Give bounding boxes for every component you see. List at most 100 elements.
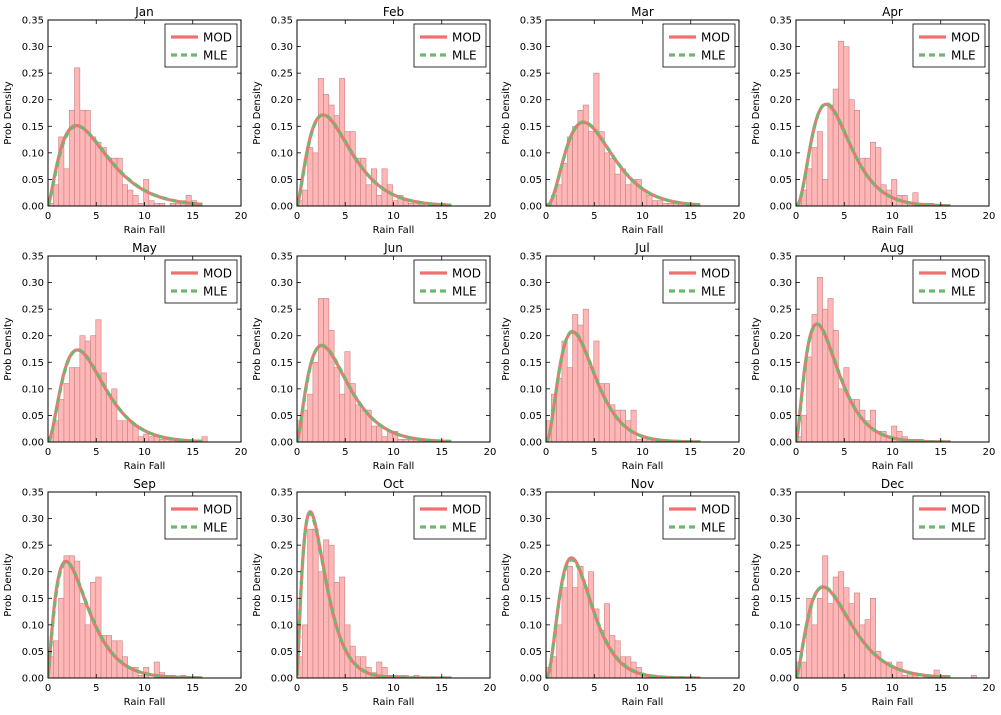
y-tick-label: 0.25 — [271, 305, 293, 316]
x-tick-label: 5 — [841, 211, 847, 222]
hist-bar — [90, 582, 97, 678]
x-tick-label: 15 — [684, 683, 697, 694]
x-tick-label: 10 — [387, 211, 400, 222]
hist-bar — [376, 195, 383, 206]
panel-title: Apr — [882, 5, 903, 19]
hist-bar — [806, 168, 813, 206]
x-tick-label: 10 — [886, 447, 899, 458]
mle-curve — [297, 113, 452, 206]
panel-title: Feb — [383, 5, 404, 19]
hist-bar — [838, 571, 845, 678]
hist-bar — [74, 67, 81, 206]
y-tick-label: 0.20 — [770, 331, 792, 342]
hist-bar — [838, 388, 845, 442]
legend-mod-label: MOD — [203, 31, 232, 45]
y-tick-label: 0.30 — [770, 278, 792, 289]
legend-mle-label: MLE — [452, 285, 477, 299]
histogram — [297, 298, 425, 442]
y-axis-label: Prob Density — [501, 553, 512, 616]
x-tick-label: 5 — [342, 683, 348, 694]
y-tick-label: 0.20 — [22, 95, 44, 106]
x-tick-label: 10 — [886, 683, 899, 694]
hist-bar — [561, 163, 568, 206]
legend-mod-label: MOD — [951, 267, 980, 281]
hist-bar — [811, 624, 818, 678]
hist-bar — [317, 78, 324, 206]
hist-bar — [588, 367, 595, 442]
y-tick-label: 0.20 — [271, 95, 293, 106]
y-tick-label: 0.05 — [770, 411, 792, 422]
x-tick-label: 0 — [543, 683, 549, 694]
legend-mle-label: MLE — [203, 285, 228, 299]
x-tick-label: 15 — [435, 447, 448, 458]
legend-mle-label: MLE — [951, 521, 976, 535]
y-tick-label: 0.00 — [22, 438, 44, 449]
hist-bar — [307, 393, 314, 442]
y-tick-label: 0.25 — [770, 541, 792, 552]
y-tick-label: 0.05 — [520, 175, 542, 186]
hist-bar — [657, 200, 664, 206]
y-tick-label: 0.05 — [271, 175, 293, 186]
hist-bar — [875, 147, 882, 206]
hist-bar — [148, 436, 155, 442]
y-tick-label: 0.05 — [22, 411, 44, 422]
y-tick-label: 0.10 — [520, 620, 542, 631]
y-tick-label: 0.20 — [520, 331, 542, 342]
x-tick-label: 5 — [93, 447, 99, 458]
hist-bar — [122, 184, 128, 206]
hist-bar — [864, 157, 871, 206]
hist-bar — [556, 624, 563, 678]
histogram — [48, 67, 203, 206]
x-tick-label: 0 — [543, 211, 549, 222]
y-tick-label: 0.35 — [271, 252, 293, 263]
legend-box — [662, 259, 736, 304]
x-tick-label: 0 — [793, 683, 799, 694]
legend: MOD MLE — [912, 495, 986, 540]
y-tick-label: 0.00 — [22, 674, 44, 685]
hist-bar — [106, 635, 112, 678]
panel-title: Aug — [881, 241, 904, 255]
legend-mle-label: MLE — [452, 49, 477, 63]
y-tick-label: 0.15 — [770, 122, 792, 133]
histogram — [796, 555, 977, 678]
x-tick-label: 0 — [294, 447, 300, 458]
y-tick-label: 0.30 — [271, 514, 293, 525]
y-tick-label: 0.10 — [271, 384, 293, 395]
y-tick-label: 0.25 — [770, 69, 792, 80]
x-axis-label: Rain Fall — [124, 461, 166, 472]
y-axis-label: Prob Density — [3, 81, 14, 144]
hist-bar — [566, 566, 573, 678]
y-tick-label: 0.00 — [770, 438, 792, 449]
x-axis-label: Rain Fall — [373, 461, 415, 472]
hist-bar — [63, 383, 70, 442]
hist-bar — [79, 603, 86, 678]
mle-curve — [546, 329, 701, 442]
y-tick-label: 0.20 — [271, 331, 293, 342]
x-tick-label: 20 — [733, 447, 746, 458]
y-tick-label: 0.00 — [520, 674, 542, 685]
hist-bar — [323, 94, 330, 206]
y-tick-label: 0.35 — [520, 252, 542, 263]
x-tick-label: 20 — [983, 683, 996, 694]
y-tick-label: 0.30 — [22, 514, 44, 525]
y-tick-label: 0.15 — [22, 122, 44, 133]
y-tick-label: 0.00 — [271, 438, 293, 449]
hist-bar — [870, 597, 876, 678]
hist-bar — [806, 356, 813, 442]
y-tick-label: 0.25 — [271, 69, 293, 80]
hist-bar — [122, 420, 128, 442]
hist-bar — [588, 131, 595, 206]
hist-bar — [116, 157, 123, 206]
x-tick-label: 10 — [886, 211, 899, 222]
hist-bar — [132, 425, 139, 442]
legend-box — [912, 495, 986, 540]
histogram — [48, 319, 208, 442]
hist-bar — [630, 409, 637, 442]
x-tick-label: 10 — [138, 683, 151, 694]
hist-bar — [201, 436, 208, 442]
y-tick-label: 0.10 — [520, 148, 542, 159]
histogram — [297, 528, 420, 678]
panel-feb: 0 5 10 15 20 0.00 0.05 0.10 0.15 0.20 0.25 0.30 0.35… — [252, 5, 496, 236]
hist-bar — [58, 597, 65, 678]
y-tick-label: 0.25 — [520, 69, 542, 80]
